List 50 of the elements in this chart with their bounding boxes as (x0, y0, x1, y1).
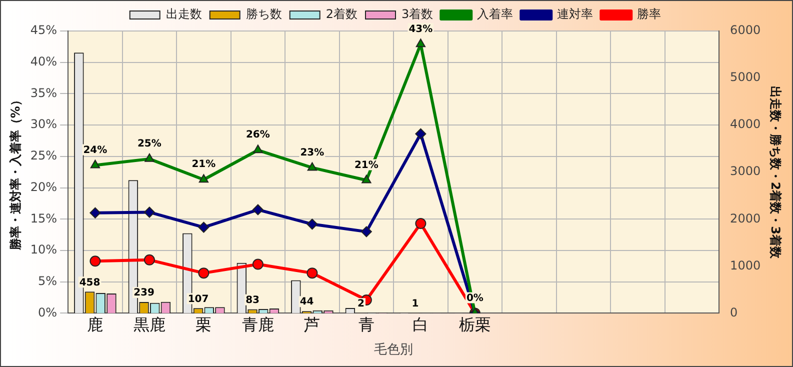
y-tick-label: 5% (38, 274, 58, 288)
data-label: 26% (246, 130, 270, 141)
y-tick-label: 20% (30, 180, 58, 194)
y2-tick-label: 3000 (730, 164, 761, 178)
data-label: 23% (300, 147, 324, 158)
y-tick-label: 40% (30, 54, 58, 68)
legend-label: 2着数 (326, 7, 358, 22)
data-label: 24% (83, 144, 108, 156)
y-tick-label: 30% (30, 117, 58, 132)
data-label: 0% (466, 292, 484, 304)
x-tick-label: 栗 (196, 314, 212, 334)
y2-axis-title: 出走数・勝ち数・2着数・3着数 (768, 86, 783, 260)
data-label: 1 (412, 298, 419, 310)
legend-label: 連対率 (557, 7, 594, 22)
data-label: 2 (358, 298, 365, 310)
x-tick-label: 鹿 (87, 314, 104, 334)
data-label: 458 (79, 277, 100, 288)
y2-tick-label: 1000 (730, 258, 761, 272)
y-tick-label: 35% (30, 86, 58, 100)
y-tick-label: 45% (30, 23, 58, 38)
legend-label: 入着率 (477, 7, 514, 22)
y2-tick-label: 5000 (730, 70, 761, 84)
y-tick-label: 0% (38, 305, 58, 320)
data-label: 107 (188, 294, 209, 305)
data-label: 21% (354, 160, 378, 171)
x-tick-label: 白 (412, 314, 429, 334)
data-label: 43% (408, 24, 433, 35)
data-label: 44 (300, 296, 314, 308)
y-tick-label: 25% (30, 148, 58, 163)
y-tick-label: 15% (30, 211, 58, 226)
y2-tick-label: 2000 (730, 211, 761, 226)
data-label: 25% (137, 138, 162, 150)
data-label: 21% (192, 159, 216, 170)
y2-tick-label: 0 (730, 305, 738, 320)
x-tick-label: 芦 (304, 314, 320, 334)
x-tick-label: 栃栗 (458, 314, 491, 334)
data-label: 239 (134, 288, 154, 299)
y-axis-title: 勝率・連対率・入着率（%） (8, 94, 22, 252)
y-tick-label: 10% (30, 242, 58, 257)
x-tick-label: 青 (358, 314, 374, 334)
y2-tick-label: 4000 (730, 117, 761, 132)
y2-tick-label: 6000 (730, 23, 761, 38)
legend-label: 勝率 (637, 7, 662, 22)
x-tick-label: 黒鹿 (133, 314, 166, 334)
legend-label: 3着数 (402, 7, 434, 22)
data-label: 83 (246, 294, 260, 306)
x-tick-label: 青鹿 (242, 314, 274, 334)
legend-label: 勝ち数 (246, 7, 282, 22)
legend-label: 出走数 (166, 7, 202, 22)
x-axis-title: 毛色別 (374, 342, 414, 358)
